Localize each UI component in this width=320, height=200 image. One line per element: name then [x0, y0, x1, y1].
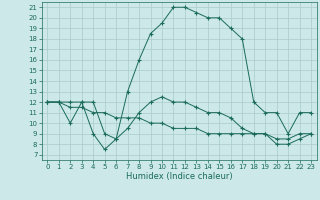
X-axis label: Humidex (Indice chaleur): Humidex (Indice chaleur): [126, 172, 233, 181]
